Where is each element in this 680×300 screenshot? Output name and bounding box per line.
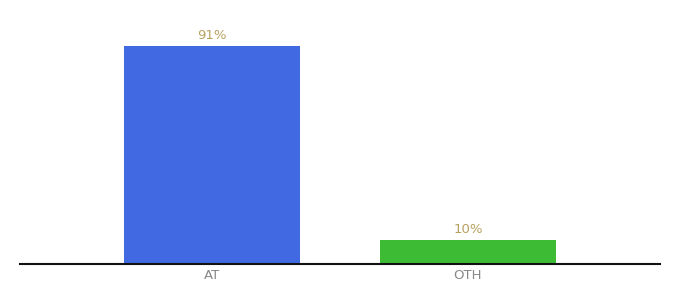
Text: 10%: 10% — [453, 224, 483, 236]
Text: 91%: 91% — [197, 29, 227, 42]
Bar — [124, 46, 300, 264]
Bar — [380, 240, 556, 264]
